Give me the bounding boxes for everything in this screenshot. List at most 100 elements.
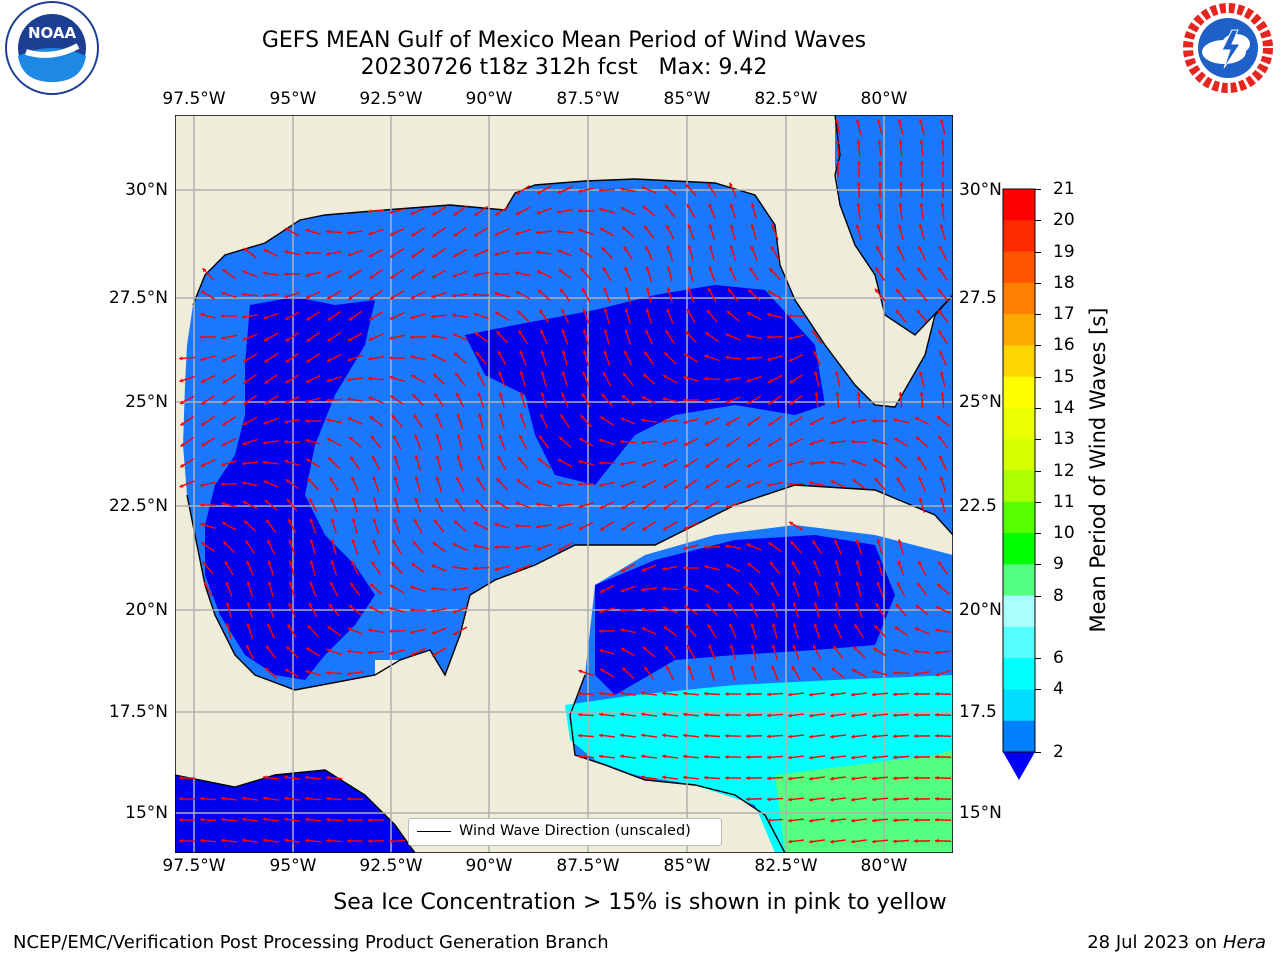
wave-direction-arrow bbox=[472, 292, 490, 297]
wave-direction-arrow bbox=[641, 479, 657, 489]
wave-direction-arrow bbox=[242, 353, 258, 363]
wave-direction-arrow bbox=[288, 539, 296, 555]
wave-direction-arrow bbox=[221, 501, 237, 508]
wave-direction-arrow bbox=[767, 395, 783, 405]
wave-direction-arrow bbox=[326, 290, 342, 300]
chart-title: GEFS MEAN Gulf of Mexico Mean Period of … bbox=[261, 28, 867, 53]
wave-direction-arrow bbox=[410, 585, 426, 593]
wave-direction-arrow bbox=[330, 518, 337, 534]
wave-direction-arrow bbox=[304, 796, 322, 801]
wave-direction-arrow bbox=[267, 581, 274, 597]
wave-direction-arrow bbox=[685, 624, 697, 638]
wave-direction-arrow bbox=[393, 455, 401, 471]
colorbar-tick-label: 19 bbox=[1053, 241, 1075, 262]
wave-direction-arrow bbox=[305, 458, 321, 468]
wave-direction-arrow bbox=[913, 776, 931, 781]
wave-direction-arrow bbox=[242, 438, 258, 446]
wave-direction-arrow bbox=[661, 419, 679, 424]
wave-direction-arrow bbox=[262, 460, 280, 465]
wave-direction-arrow bbox=[535, 502, 553, 507]
wave-direction-arrow bbox=[329, 581, 339, 597]
wave-direction-arrow bbox=[306, 331, 320, 343]
wave-direction-arrow bbox=[916, 456, 928, 470]
wave-direction-arrow bbox=[241, 292, 259, 297]
wave-direction-arrow bbox=[284, 396, 300, 404]
wave-direction-arrow bbox=[372, 518, 379, 534]
wave-direction-arrow bbox=[598, 712, 616, 717]
wave-direction-arrow bbox=[917, 245, 927, 261]
wave-direction-arrow bbox=[389, 649, 405, 656]
wave-direction-arrow bbox=[179, 458, 195, 468]
wave-direction-arrow bbox=[834, 581, 841, 597]
wave-direction-arrow bbox=[725, 563, 741, 573]
wave-direction-arrow bbox=[368, 628, 384, 634]
lat-tick-label-right: 27.5 bbox=[959, 288, 997, 308]
wave-direction-arrow bbox=[829, 797, 847, 802]
wave-direction-arrow bbox=[812, 329, 822, 345]
colorbar-band bbox=[1003, 626, 1035, 659]
wave-direction-arrow bbox=[581, 392, 591, 408]
colorbar-tick-label: 16 bbox=[1053, 335, 1075, 356]
wave-direction-arrow bbox=[410, 290, 426, 300]
wave-direction-arrow bbox=[918, 497, 925, 513]
wave-direction-arrow bbox=[875, 245, 885, 261]
wave-direction-arrow bbox=[729, 182, 737, 198]
wave-direction-arrow bbox=[515, 228, 531, 236]
wave-direction-arrow bbox=[939, 497, 946, 513]
wave-direction-arrow bbox=[750, 644, 757, 660]
wave-direction-arrow bbox=[835, 391, 840, 409]
wave-direction-arrow bbox=[451, 587, 469, 592]
wave-direction-arrow bbox=[498, 371, 506, 387]
wave-direction-arrow bbox=[367, 650, 385, 655]
wave-direction-arrow bbox=[536, 480, 552, 488]
wave-direction-arrow bbox=[577, 691, 595, 696]
wave-direction-arrow bbox=[787, 313, 805, 318]
wave-direction-arrow bbox=[894, 456, 908, 470]
wave-direction-arrow bbox=[284, 418, 300, 424]
wave-direction-arrow bbox=[937, 309, 949, 323]
wave-direction-arrow bbox=[808, 839, 826, 844]
wave-direction-arrow bbox=[200, 522, 216, 530]
wave-direction-arrow bbox=[934, 712, 952, 717]
wave-direction-arrow bbox=[411, 247, 425, 259]
wave-direction-arrow bbox=[346, 671, 364, 676]
wave-direction-arrow bbox=[434, 497, 444, 513]
wave-direction-arrow bbox=[535, 230, 553, 235]
wave-direction-arrow bbox=[180, 436, 194, 448]
wave-direction-arrow bbox=[326, 353, 342, 363]
wave-direction-arrow bbox=[642, 520, 656, 532]
wave-direction-arrow bbox=[305, 311, 321, 321]
wave-direction-arrow bbox=[536, 270, 552, 278]
wave-direction-arrow bbox=[347, 269, 363, 279]
wave-direction-arrow bbox=[892, 713, 910, 718]
wave-direction-arrow bbox=[326, 418, 342, 424]
wave-direction-arrow bbox=[641, 499, 657, 511]
wave-direction-arrow bbox=[598, 691, 616, 696]
wave-direction-arrow bbox=[643, 351, 655, 365]
wave-direction-arrow bbox=[494, 565, 510, 572]
wave-direction-arrow bbox=[620, 417, 636, 425]
wave-direction-arrow bbox=[561, 350, 568, 366]
wave-direction-arrow bbox=[746, 543, 762, 551]
wave-direction-arrow bbox=[919, 139, 924, 157]
wave-direction-arrow bbox=[917, 560, 927, 576]
wave-direction-arrow bbox=[852, 646, 866, 658]
wave-direction-arrow bbox=[747, 289, 761, 301]
wave-direction-arrow bbox=[892, 797, 910, 802]
wave-direction-arrow bbox=[834, 371, 841, 387]
lon-tick-label-bottom: 90°W bbox=[465, 856, 513, 876]
wave-direction-arrow bbox=[703, 733, 721, 738]
wave-direction-arrow bbox=[388, 629, 406, 634]
wave-direction-arrow bbox=[242, 416, 258, 426]
lat-tick-label-left: 27.5°N bbox=[108, 288, 168, 308]
wave-direction-arrow bbox=[326, 250, 342, 256]
wave-direction-arrow bbox=[284, 311, 300, 321]
lat-tick-label-left: 25°N bbox=[125, 392, 168, 412]
wave-direction-arrow bbox=[813, 350, 821, 366]
wave-direction-arrow bbox=[410, 207, 426, 215]
wave-direction-arrow bbox=[540, 329, 548, 345]
wave-direction-arrow bbox=[578, 521, 594, 531]
wave-direction-arrow bbox=[284, 332, 300, 342]
wave-direction-arrow bbox=[389, 584, 405, 594]
wave-direction-arrow bbox=[876, 581, 884, 597]
